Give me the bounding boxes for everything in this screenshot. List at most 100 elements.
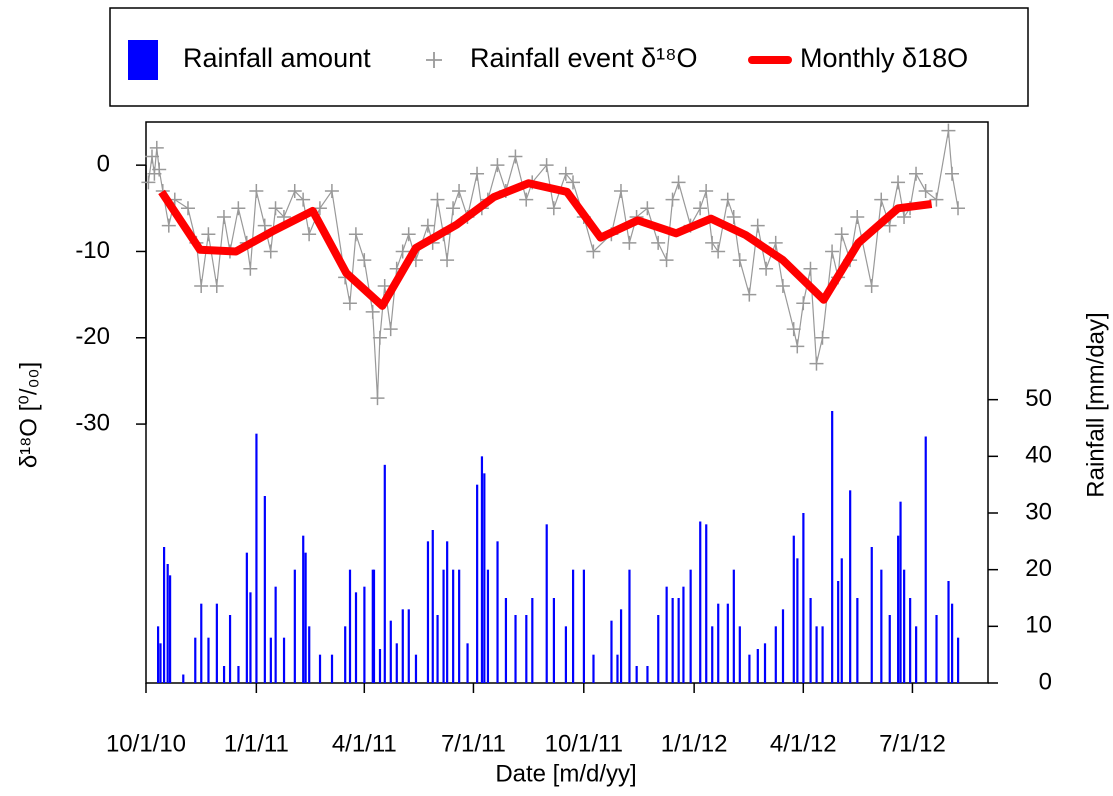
event-marker: [149, 140, 164, 155]
rain-bar: [677, 598, 680, 683]
x-tick-label: 4/1/12: [770, 730, 837, 757]
event-marker: [651, 235, 666, 250]
rain-bar: [263, 496, 266, 683]
rain-bar: [293, 569, 296, 683]
rain-bar: [610, 620, 613, 683]
x-tick-label: 10/1/10: [106, 730, 186, 757]
rain-bar: [480, 456, 484, 683]
rain-bar: [436, 615, 439, 683]
rain-bar: [466, 643, 469, 683]
event-marker: [613, 184, 628, 199]
rain-bar: [483, 473, 486, 683]
y2-tick-label: 0: [1039, 668, 1052, 695]
rain-bar: [849, 490, 852, 683]
event-marker: [420, 218, 435, 233]
event-marker: [440, 253, 455, 268]
event-marker: [370, 391, 385, 406]
event-marker: [558, 166, 573, 181]
event-marker: [490, 158, 505, 173]
rain-bar: [792, 535, 795, 683]
rain-bar: [168, 575, 172, 683]
rain-bar: [458, 569, 461, 683]
rain-bar: [897, 535, 900, 683]
rain-bar: [182, 674, 185, 683]
rain-bar: [628, 569, 631, 683]
rain-bar: [726, 603, 729, 683]
rain-bar: [619, 609, 623, 683]
event-marker: [268, 201, 283, 216]
x-tick-label: 4/1/11: [332, 730, 397, 757]
rain-bar: [414, 654, 418, 683]
rain-bar: [166, 564, 169, 683]
rain-bar: [915, 626, 918, 683]
rain-bar: [354, 592, 358, 683]
event-marker: [201, 227, 216, 242]
plot-frame: [145, 121, 989, 684]
rain-bar: [215, 603, 218, 683]
rain-bar: [564, 626, 568, 683]
event-marker: [296, 192, 311, 207]
event-marker: [519, 192, 534, 207]
event-marker: [759, 261, 774, 276]
event-marker: [768, 235, 783, 250]
rain-bar: [947, 581, 950, 683]
event-marker: [941, 123, 956, 138]
rain-bar: [378, 649, 382, 683]
event-marker: [539, 158, 554, 173]
event-marker: [825, 244, 840, 259]
event-marker: [287, 184, 302, 199]
rain-bar: [371, 569, 374, 683]
rain-bar: [689, 569, 692, 683]
rain-bar: [282, 637, 286, 683]
event-marker: [430, 192, 445, 207]
event-marker: [365, 304, 380, 319]
x-tick-label: 1/1/12: [661, 730, 728, 757]
legend-key: [128, 40, 158, 80]
y-tick-label: -20: [75, 323, 110, 350]
event-marker: [231, 201, 246, 216]
rain-bar: [194, 637, 197, 683]
x-axis-label: Date [m/d/yy]: [495, 760, 636, 787]
rain-bar: [705, 524, 708, 683]
rain-bar: [903, 569, 906, 683]
rain-bar: [431, 530, 434, 683]
event-marker: [144, 149, 159, 164]
rain-bar: [545, 524, 548, 683]
event-marker: [194, 278, 209, 293]
rain-bar: [552, 598, 556, 683]
rain-bar: [274, 586, 277, 683]
event-marker: [809, 356, 824, 371]
rain-bar: [831, 411, 834, 683]
rain-bar: [237, 666, 240, 683]
legend-box: [109, 7, 1029, 107]
rain-bar: [665, 586, 668, 683]
rain-bar: [426, 541, 430, 683]
event-marker: [342, 296, 357, 311]
rain-bar: [383, 464, 386, 683]
event-marker: [216, 209, 231, 224]
rain-bar: [671, 598, 674, 683]
event-marker: [249, 184, 264, 199]
rain-bar: [582, 569, 585, 683]
rain-bar: [796, 558, 799, 683]
x-tick-label: 1/1/11: [224, 730, 289, 757]
event-marker: [834, 227, 849, 242]
rain-bar: [732, 569, 735, 683]
event-marker: [726, 209, 741, 224]
rain-bar: [899, 501, 902, 683]
rain-bar: [738, 626, 741, 683]
event-marker: [659, 253, 674, 268]
rain-bar: [815, 626, 818, 683]
event-marker: [951, 201, 966, 216]
y2-tick-label: 20: [1025, 555, 1052, 582]
event-marker: [732, 253, 747, 268]
event-marker: [180, 201, 195, 216]
event-marker: [897, 209, 912, 224]
event-marker: [209, 278, 224, 293]
event-marker: [372, 330, 387, 345]
rain-bar: [856, 598, 859, 683]
event-marker: [803, 261, 818, 276]
y2-tick-label: 10: [1025, 612, 1052, 639]
event-marker: [401, 227, 416, 242]
